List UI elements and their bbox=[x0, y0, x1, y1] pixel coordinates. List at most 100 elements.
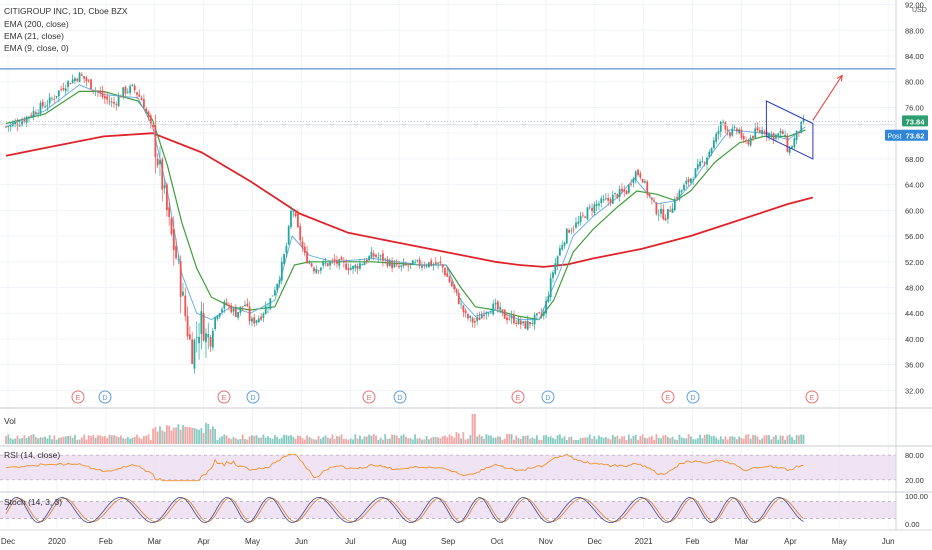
candle-body[interactable] bbox=[558, 248, 561, 256]
candle-body[interactable] bbox=[756, 127, 759, 131]
candle-body[interactable] bbox=[347, 268, 350, 271]
candle-body[interactable] bbox=[471, 317, 474, 323]
candle-body[interactable] bbox=[211, 330, 214, 348]
earnings-event-marker[interactable]: E bbox=[217, 390, 231, 404]
candle-body[interactable] bbox=[14, 121, 17, 125]
candle-body[interactable] bbox=[513, 314, 515, 324]
candle-body[interactable] bbox=[255, 320, 258, 323]
candle-body[interactable] bbox=[673, 198, 676, 210]
candle-body[interactable] bbox=[175, 245, 177, 259]
candle-body[interactable] bbox=[586, 207, 589, 220]
candle-body[interactable] bbox=[483, 314, 485, 317]
candle-body[interactable] bbox=[113, 101, 115, 104]
candle-body[interactable] bbox=[352, 265, 354, 270]
candle-body[interactable] bbox=[552, 272, 554, 278]
candle-body[interactable] bbox=[460, 303, 462, 305]
candle-body[interactable] bbox=[276, 283, 279, 291]
candle-body[interactable] bbox=[448, 276, 451, 283]
candle-body[interactable] bbox=[290, 210, 292, 227]
candle-body[interactable] bbox=[205, 333, 207, 343]
candle-body[interactable] bbox=[719, 121, 722, 132]
candle-body[interactable] bbox=[648, 193, 651, 196]
candle-body[interactable] bbox=[577, 221, 580, 224]
candle-body[interactable] bbox=[363, 261, 366, 266]
candle-body[interactable] bbox=[570, 230, 573, 232]
candle-body[interactable] bbox=[85, 77, 88, 82]
candle-body[interactable] bbox=[786, 136, 789, 152]
candle-body[interactable] bbox=[467, 314, 469, 319]
candle-body[interactable] bbox=[593, 204, 596, 214]
candle-body[interactable] bbox=[221, 309, 223, 313]
candle-body[interactable] bbox=[62, 88, 65, 90]
candle-body[interactable] bbox=[414, 261, 416, 263]
candle-body[interactable] bbox=[549, 278, 552, 298]
candle-body[interactable] bbox=[30, 115, 33, 117]
candle-body[interactable] bbox=[526, 320, 529, 330]
candle-body[interactable] bbox=[788, 148, 791, 153]
ema200-line[interactable] bbox=[5, 132, 814, 268]
candle-body[interactable] bbox=[76, 78, 79, 81]
candle-body[interactable] bbox=[375, 254, 377, 258]
candle-body[interactable] bbox=[168, 207, 171, 217]
candle-body[interactable] bbox=[260, 316, 263, 320]
candle-body[interactable] bbox=[103, 96, 106, 99]
earnings-event-marker[interactable]: E bbox=[362, 390, 376, 404]
candle-body[interactable] bbox=[427, 262, 430, 267]
candle-body[interactable] bbox=[722, 121, 724, 123]
candle-body[interactable] bbox=[579, 215, 582, 223]
candle-body[interactable] bbox=[159, 160, 161, 164]
candle-body[interactable] bbox=[405, 263, 407, 266]
candle-body[interactable] bbox=[409, 263, 412, 265]
candle-body[interactable] bbox=[115, 104, 118, 105]
candle-body[interactable] bbox=[540, 313, 543, 315]
candle-body[interactable] bbox=[407, 265, 410, 267]
candle-body[interactable] bbox=[200, 311, 203, 334]
candle-body[interactable] bbox=[726, 129, 729, 131]
candle-body[interactable] bbox=[717, 131, 720, 135]
candle-body[interactable] bbox=[292, 210, 295, 212]
candle-body[interactable] bbox=[228, 304, 230, 306]
candle-body[interactable] bbox=[416, 260, 419, 261]
candle-body[interactable] bbox=[644, 181, 646, 183]
candle-body[interactable] bbox=[301, 241, 304, 248]
candle-body[interactable] bbox=[99, 91, 102, 93]
candle-body[interactable] bbox=[18, 125, 21, 127]
candle-body[interactable] bbox=[37, 112, 40, 115]
candle-body[interactable] bbox=[598, 203, 600, 206]
candle-body[interactable] bbox=[145, 108, 148, 112]
candle-body[interactable] bbox=[303, 246, 306, 253]
candle-body[interactable] bbox=[324, 263, 327, 265]
candle-body[interactable] bbox=[791, 146, 793, 149]
candle-body[interactable] bbox=[106, 96, 109, 100]
candle-body[interactable] bbox=[129, 86, 132, 94]
candle-body[interactable] bbox=[172, 229, 175, 251]
candle-body[interactable] bbox=[768, 132, 770, 138]
candle-body[interactable] bbox=[280, 261, 283, 281]
candle-body[interactable] bbox=[239, 306, 242, 313]
candle-body[interactable] bbox=[515, 322, 518, 324]
candle-body[interactable] bbox=[708, 151, 711, 157]
candle-body[interactable] bbox=[588, 206, 591, 208]
candle-body[interactable] bbox=[634, 171, 637, 181]
candle-body[interactable] bbox=[140, 97, 143, 101]
candle-body[interactable] bbox=[522, 321, 525, 324]
dividend-event-marker[interactable]: D bbox=[541, 390, 555, 404]
candle-body[interactable] bbox=[667, 208, 669, 219]
candle-body[interactable] bbox=[398, 265, 400, 268]
candle-body[interactable] bbox=[246, 303, 249, 306]
candle-body[interactable] bbox=[110, 101, 113, 103]
candle-body[interactable] bbox=[437, 262, 439, 264]
candle-body[interactable] bbox=[161, 159, 164, 190]
candle-body[interactable] bbox=[142, 99, 145, 108]
candle-body[interactable] bbox=[269, 298, 272, 310]
candle-body[interactable] bbox=[715, 133, 718, 142]
rsi-pane-label[interactable]: RSI (14, close) bbox=[4, 450, 61, 460]
candle-body[interactable] bbox=[234, 308, 237, 317]
candle-body[interactable] bbox=[340, 257, 343, 260]
candle-body[interactable] bbox=[510, 315, 513, 319]
candle-body[interactable] bbox=[124, 86, 127, 94]
candle-body[interactable] bbox=[462, 305, 465, 312]
candle-body[interactable] bbox=[147, 111, 150, 118]
candle-body[interactable] bbox=[508, 318, 511, 320]
candle-body[interactable] bbox=[524, 321, 527, 329]
